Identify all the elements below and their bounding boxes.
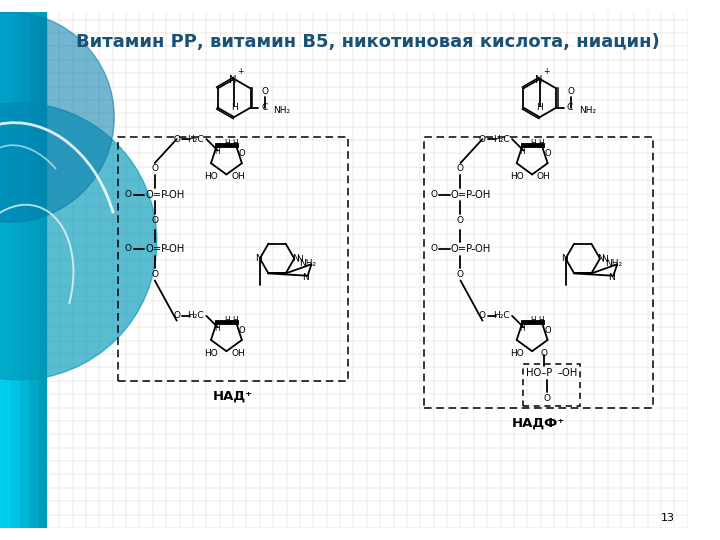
Text: O: O (151, 216, 158, 225)
Text: O: O (151, 271, 158, 279)
Text: O: O (174, 134, 180, 144)
Text: H: H (232, 139, 238, 148)
Text: H: H (225, 316, 230, 325)
Text: O=P: O=P (145, 244, 167, 254)
Text: HO: HO (204, 349, 218, 357)
Text: N: N (608, 273, 615, 282)
Text: O: O (174, 312, 180, 320)
Text: HO: HO (510, 349, 523, 357)
Text: O: O (544, 326, 551, 335)
Text: O: O (567, 87, 574, 96)
Text: H: H (538, 139, 544, 148)
Text: НАД⁺: НАД⁺ (213, 390, 253, 403)
Text: O: O (540, 349, 547, 357)
Text: H: H (214, 147, 220, 156)
Text: H: H (520, 147, 526, 156)
Text: N: N (296, 255, 302, 264)
Text: N: N (598, 254, 604, 263)
Text: H: H (225, 139, 230, 148)
Text: N: N (302, 273, 309, 282)
Bar (0, 12, 37, 528)
Text: O: O (151, 164, 158, 173)
Text: OH: OH (231, 349, 245, 357)
Text: +: + (238, 67, 244, 76)
Text: O: O (479, 134, 486, 144)
Text: Витамин РР, витамин В5, никотиновая кислота, ниацин): Витамин РР, витамин В5, никотиновая кисл… (76, 33, 660, 51)
Text: H: H (536, 103, 543, 112)
Text: N: N (256, 254, 262, 263)
Text: N: N (562, 254, 568, 263)
Text: OH: OH (231, 172, 245, 181)
Text: H: H (232, 316, 238, 325)
Text: HO–P: HO–P (526, 368, 553, 378)
Text: H₂C: H₂C (493, 312, 510, 320)
Text: O=P: O=P (451, 190, 473, 199)
Text: НАДФ⁺: НАДФ⁺ (512, 416, 565, 429)
Text: O: O (544, 394, 551, 402)
Text: O=P: O=P (145, 190, 167, 199)
Text: O: O (125, 190, 132, 199)
Text: C: C (261, 103, 267, 112)
Text: +: + (544, 67, 549, 76)
Text: –OH: –OH (164, 190, 184, 199)
Bar (0, 12, 19, 528)
Text: O: O (544, 149, 551, 158)
Text: NH₂: NH₂ (580, 106, 596, 115)
Circle shape (0, 103, 157, 380)
Text: –OH: –OH (164, 244, 184, 254)
Text: NH₂: NH₂ (299, 259, 316, 268)
Text: H: H (530, 139, 536, 148)
Text: H: H (214, 324, 220, 333)
Text: O: O (261, 87, 269, 96)
Bar (0, 12, 46, 528)
Text: N: N (535, 75, 543, 85)
Text: O: O (238, 149, 245, 158)
Circle shape (0, 12, 114, 222)
Text: O: O (479, 312, 486, 320)
Text: N: N (292, 254, 299, 263)
Text: HO: HO (510, 172, 523, 181)
Text: H: H (230, 103, 238, 112)
Text: H: H (520, 324, 526, 333)
Text: O: O (431, 245, 437, 253)
Text: H₂C: H₂C (493, 134, 510, 144)
Text: H: H (538, 316, 544, 325)
Text: N: N (230, 75, 237, 85)
Text: –OH: –OH (470, 190, 490, 199)
Text: O: O (457, 164, 464, 173)
Text: –OH: –OH (558, 368, 578, 378)
Text: NH₂: NH₂ (274, 106, 291, 115)
Text: –OH: –OH (470, 244, 490, 254)
Text: O: O (238, 326, 245, 335)
Text: C: C (567, 103, 573, 112)
Text: O=P: O=P (451, 244, 473, 254)
Text: O: O (457, 271, 464, 279)
Text: OH: OH (536, 172, 551, 181)
Text: HO: HO (204, 172, 218, 181)
Text: O: O (431, 190, 437, 199)
Text: O: O (125, 245, 132, 253)
Bar (0, 12, 10, 528)
Text: H₂C: H₂C (187, 312, 204, 320)
Text: 13: 13 (660, 514, 675, 523)
Text: NH₂: NH₂ (605, 259, 622, 268)
Text: N: N (601, 255, 608, 264)
Text: H₂C: H₂C (187, 134, 204, 144)
Text: H: H (530, 316, 536, 325)
Text: O: O (457, 216, 464, 225)
Bar (0, 12, 28, 528)
